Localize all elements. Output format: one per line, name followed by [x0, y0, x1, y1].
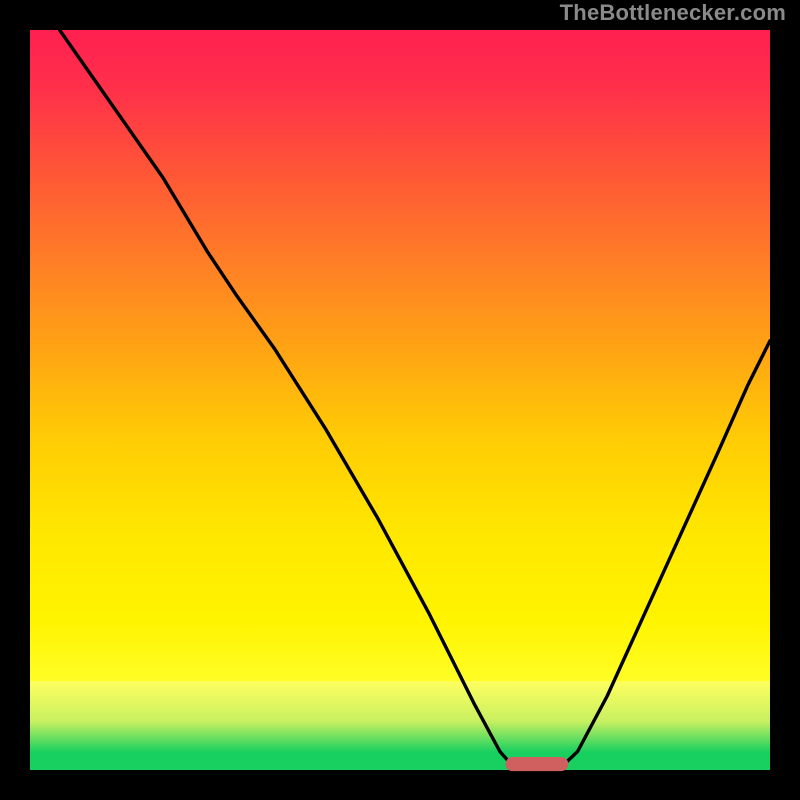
green-baseline: [30, 760, 770, 770]
watermark-label: TheBottlenecker.com: [560, 0, 786, 26]
gradient-fill-main: [30, 30, 770, 770]
chart-canvas: TheBottlenecker.com: [0, 0, 800, 800]
optimal-range-marker: [505, 757, 568, 771]
bottleneck-curve-chart: [0, 0, 800, 800]
gradient-fill-bottom-band: [30, 681, 770, 770]
